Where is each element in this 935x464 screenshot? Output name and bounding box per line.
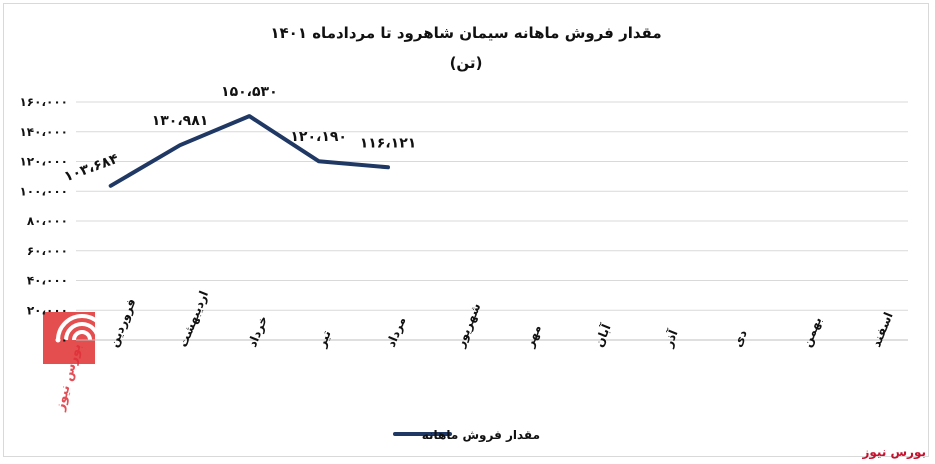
data-label: ۱۰۳،۶۸۴ <box>62 151 121 186</box>
y-tick-label: ۴۰،۰۰۰ <box>27 274 68 288</box>
legend: مقدار فروش ماهانه <box>393 428 540 443</box>
x-tick-label: بهمن <box>800 315 825 349</box>
y-tick-label: ۱۰۰،۰۰۰ <box>19 184 68 198</box>
x-tick-label: مرداد <box>384 315 409 349</box>
logo-dot <box>55 337 61 343</box>
logo-arc-middle <box>64 322 100 341</box>
bourse-news-logo-icon <box>43 312 108 364</box>
x-tick-label: خرداد <box>245 314 270 349</box>
series <box>108 114 390 188</box>
x-tick-label: اسفند <box>869 310 896 349</box>
x-tick-label: مهر <box>522 323 544 350</box>
y-tick-label: ۶۰،۰۰۰ <box>27 244 68 258</box>
data-label: ۱۳۰،۹۸۱ <box>152 113 209 129</box>
data-labels: ۱۰۳،۶۸۴ ۱۳۰،۹۸۱ ۱۵۰،۵۳۰ ۱۲۰،۱۹۰ ۱۱۶،۱۲۱ <box>62 84 416 185</box>
chart-title: مقدار فروش ماهانه سیمان شاهرود تا مردادم… <box>270 24 661 42</box>
x-tick-label: تیر <box>314 328 334 350</box>
legend-label: مقدار فروش ماهانه <box>422 428 540 443</box>
logo-arc-inner <box>72 330 92 341</box>
y-axis: ۰ ۲۰،۰۰۰ ۴۰،۰۰۰ ۶۰،۰۰۰ ۸۰،۰۰۰ ۱۰۰،۰۰۰ ۱۲۰،۰۰۰ ۱… <box>19 95 68 347</box>
x-tick-label: دی <box>730 328 749 349</box>
logo-arc-outer <box>56 314 108 341</box>
y-tick-label: ۲۰،۰۰۰ <box>27 303 68 317</box>
gridlines <box>76 101 908 341</box>
y-tick-label: ۰ <box>61 333 68 347</box>
x-tick-label: فروردین <box>106 296 139 349</box>
data-label: ۱۵۰،۵۳۰ <box>221 84 278 100</box>
y-tick-label: ۱۶۰،۰۰۰ <box>19 95 68 109</box>
data-label: ۱۱۶،۱۲۱ <box>360 135 417 151</box>
data-label: ۱۲۰،۱۹۰ <box>290 129 347 145</box>
y-tick-label: ۱۴۰،۰۰۰ <box>19 125 68 139</box>
y-tick-label: ۸۰،۰۰۰ <box>27 214 68 228</box>
x-axis: فروردین اردیبهشت خرداد تیر مرداد شهریور مهر آبا… <box>106 289 895 351</box>
x-tick-label: شهریور <box>453 301 485 350</box>
series-line <box>108 114 390 188</box>
y-tick-label: ۱۲۰،۰۰۰ <box>19 155 68 169</box>
x-tick-label: آذر <box>660 327 681 350</box>
chart-frame <box>3 3 929 457</box>
chart-subtitle: (تن) <box>450 54 483 72</box>
chart-title-group: مقدار فروش ماهانه سیمان شاهرود تا مردادم… <box>270 24 661 72</box>
x-tick-label: آبان <box>591 321 614 349</box>
brand-text: بورس نیوز <box>861 445 926 460</box>
